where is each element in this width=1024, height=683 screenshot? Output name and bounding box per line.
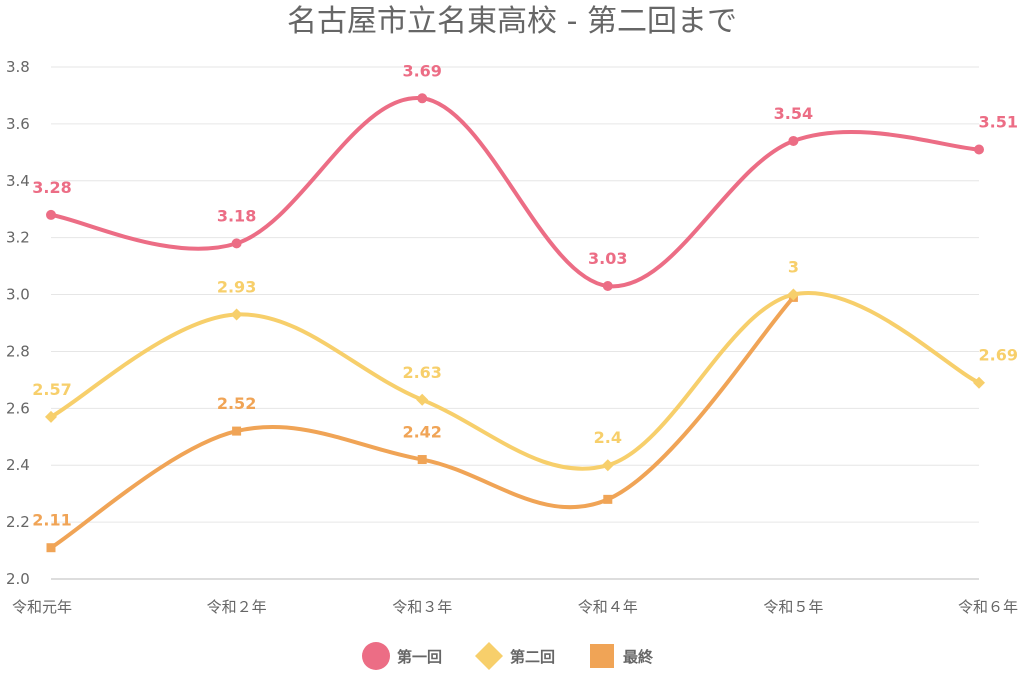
x-tick-label: 令和６年: [958, 598, 1018, 616]
legend-item[interactable]: 最終: [590, 644, 654, 668]
data-point: [787, 288, 800, 301]
data-label: 3.69: [402, 61, 441, 80]
data-label: 2.42: [402, 423, 441, 442]
legend: 第一回 第二回 最終: [362, 642, 654, 670]
data-point: [416, 393, 429, 406]
axes: 2.0 2.2 2.4 2.6 2.8 3.0 3.2 3.4 3.6 3.8 令和元年 令和２年 令和…: [6, 58, 1018, 616]
data-label: 3.28: [32, 178, 71, 197]
y-tick-label: 3.6: [6, 115, 30, 133]
legend-marker: [362, 642, 390, 670]
series: [45, 93, 985, 553]
legend-item[interactable]: 第一回: [362, 642, 442, 670]
data-point: [46, 209, 56, 220]
data-label: 3.18: [217, 206, 256, 225]
data-point: [601, 459, 614, 472]
data-point: [602, 281, 613, 292]
data-point: [603, 494, 613, 504]
y-tick-label: 2.8: [6, 342, 30, 360]
series-line: [49, 96, 981, 289]
data-point: [974, 144, 984, 155]
legend-label: 第一回: [397, 648, 442, 666]
data-point: [45, 410, 57, 423]
data-point: [417, 455, 427, 465]
y-tick-label: 3.0: [6, 286, 30, 304]
data-label: 2.11: [32, 511, 71, 530]
x-tick-label: 令和５年: [763, 598, 823, 616]
data-label: 3: [788, 258, 799, 277]
series-1: [46, 93, 984, 292]
gridlines: [51, 66, 979, 580]
legend-label: 最終: [623, 648, 654, 666]
data-label: 2.52: [217, 394, 256, 413]
legend-label: 第二回: [510, 648, 555, 666]
series-line: [49, 290, 981, 471]
y-tick-label: 2.0: [6, 570, 30, 588]
data-label: 3.03: [588, 249, 627, 268]
data-label: 2.69: [979, 346, 1018, 365]
data-label: 3.51: [979, 112, 1018, 131]
y-tick-label: 3.2: [6, 229, 30, 247]
series-2: [45, 288, 985, 472]
y-tick-label: 3.8: [6, 58, 30, 76]
y-tick-label: 3.4: [6, 172, 30, 190]
chart-title: 名古屋市立名東高校 - 第二回まで: [287, 4, 737, 39]
legend-marker: [590, 644, 614, 668]
data-label: 2.57: [32, 380, 71, 399]
data-point: [232, 426, 242, 436]
x-tick-label: 令和４年: [578, 598, 638, 616]
data-label: 2.4: [594, 428, 622, 447]
legend-marker: [475, 642, 503, 670]
y-tick-label: 2.6: [6, 399, 30, 417]
data-point: [231, 238, 242, 249]
y-tick-label: 2.4: [6, 456, 30, 474]
data-point: [417, 93, 428, 104]
data-label: 3.54: [774, 104, 813, 123]
data-labels: 3.28 3.18 3.69 3.03 3.54 3.51 2.57 2.93 2.63 2.4 3…: [32, 61, 1018, 529]
data-label: 2.93: [217, 277, 256, 296]
data-point: [230, 308, 243, 321]
x-tick-label: 令和３年: [392, 598, 452, 616]
data-label: 2.63: [402, 363, 441, 382]
data-point: [788, 135, 799, 146]
data-point: [46, 543, 56, 553]
data-point: [973, 376, 985, 389]
legend-item[interactable]: 第二回: [475, 642, 555, 670]
x-tick-label: 令和２年: [207, 598, 267, 616]
y-tick-label: 2.2: [6, 513, 30, 531]
x-tick-label: 令和元年: [12, 598, 72, 616]
